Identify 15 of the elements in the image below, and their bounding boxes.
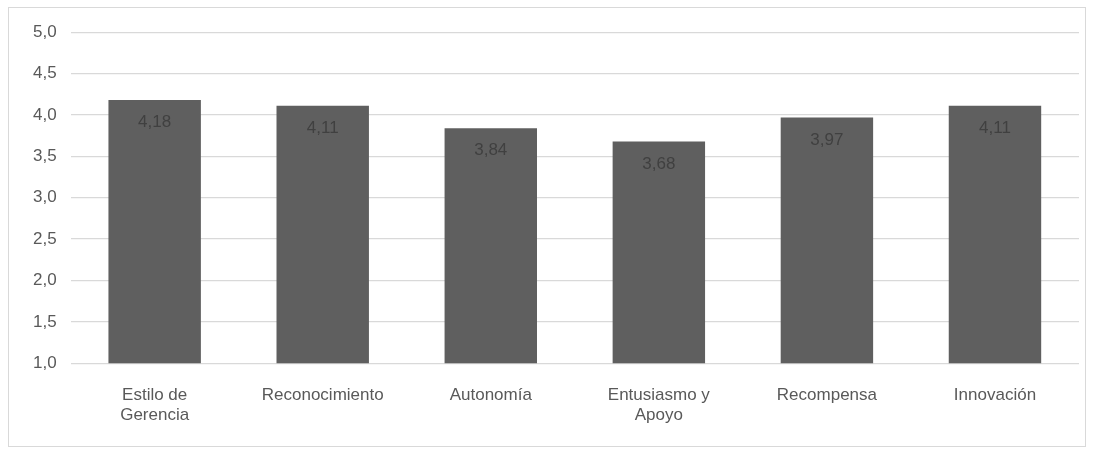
y-tick-label: 1,0 [32,352,57,372]
y-tick-label: 3,0 [32,187,57,207]
y-tick-label: 5,0 [32,21,57,41]
x-tick-label: Innovación [953,385,1037,405]
x-tick-label: Estilo de Gerencia [120,385,190,425]
x-tick-label: Reconocimiento [261,385,384,405]
x-tick-label: Entusiasmo y Apoyo [607,385,711,425]
x-tick-label: Autonomía [449,385,533,405]
y-tick-label: 4,5 [32,63,57,83]
y-tick-label: 3,5 [32,146,57,166]
y-tick-label: 1,5 [32,311,57,331]
y-tick-label: 2,5 [32,228,57,248]
x-tick-label: Recompensa [776,385,878,405]
y-tick-label: 4,0 [32,104,57,124]
y-tick-label: 2,0 [32,270,57,290]
